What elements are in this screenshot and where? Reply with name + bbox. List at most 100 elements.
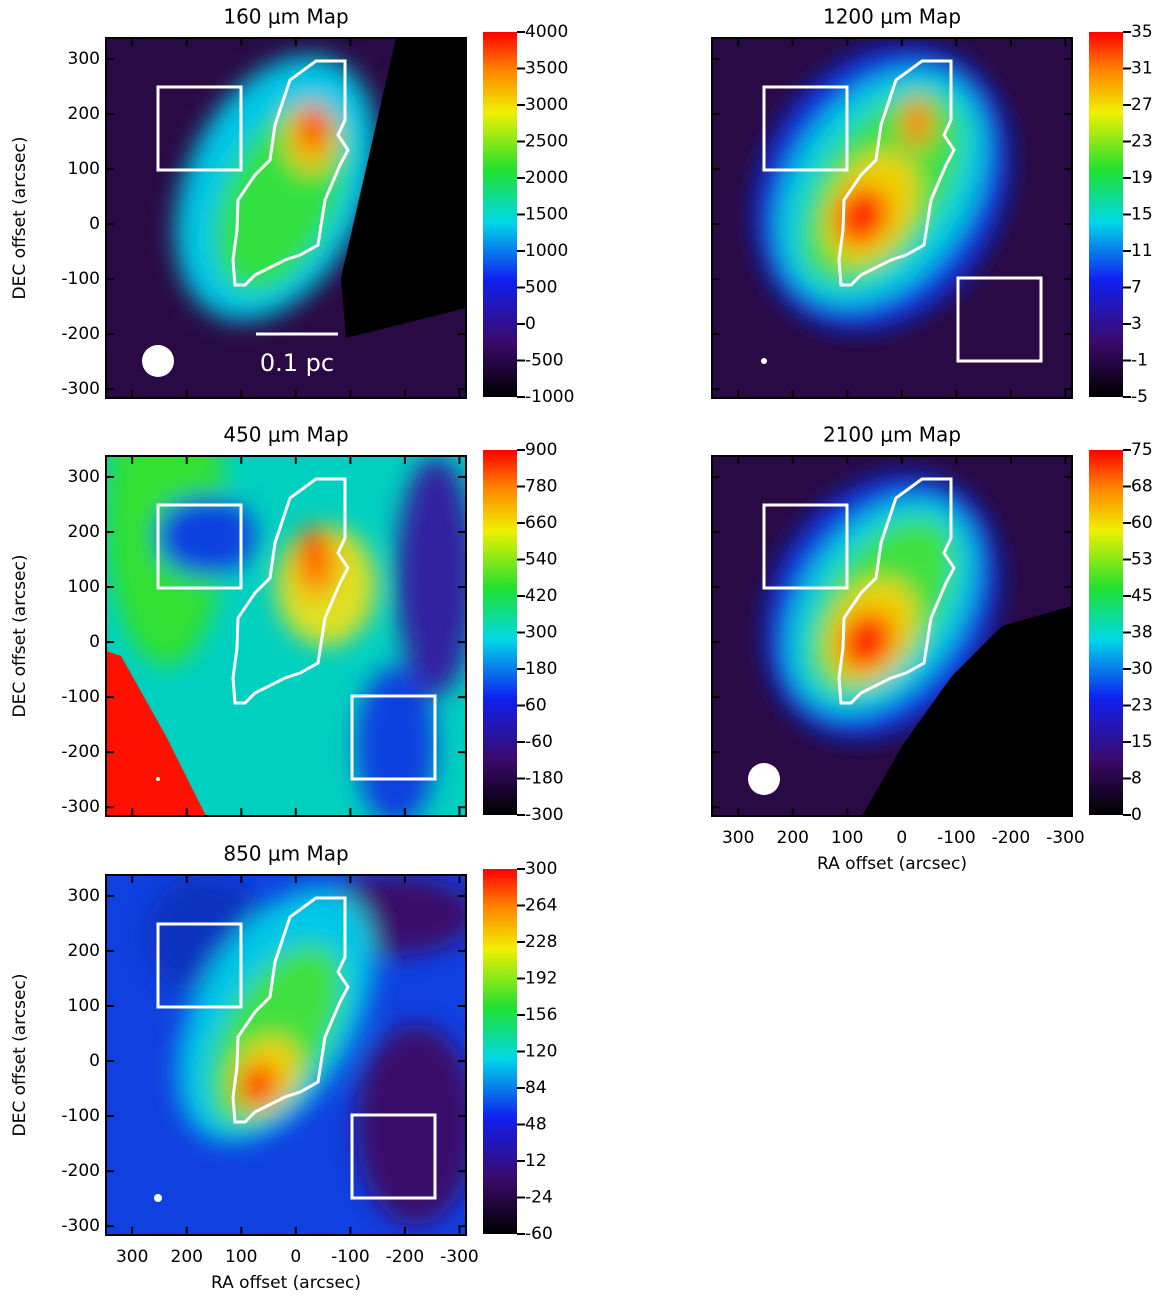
colorbar-tick-label: 15	[1131, 732, 1153, 752]
y-tick-label: 100	[68, 159, 100, 179]
x-axis-label: RA offset (arcsec)	[211, 1273, 361, 1293]
colorbar-tick-label: 15	[1131, 205, 1153, 225]
colorbar-tick-label: -24	[525, 1188, 553, 1208]
x-tick-label: 0	[290, 1247, 301, 1267]
colorbar-tick-label: 660	[525, 513, 557, 533]
colorbar	[1089, 450, 1123, 815]
y-tick-label: -300	[61, 1216, 100, 1236]
x-tick-label: 100	[225, 1247, 257, 1267]
panel-title: 850 μm Map	[223, 842, 348, 866]
colorbar-tick-label: 540	[525, 550, 557, 570]
x-tick-label: -200	[386, 1247, 425, 1267]
colorbar-tick-label: 4000	[525, 22, 568, 42]
y-tick-label: 300	[68, 49, 100, 69]
scale-bar-label: 0.1 pc	[260, 349, 334, 377]
y-tick-label: 200	[68, 104, 100, 124]
map-image	[106, 854, 476, 1235]
colorbar-tick-label: 1000	[525, 241, 568, 261]
map-image	[703, 0, 1072, 398]
colorbar-tick-label: 1500	[525, 205, 568, 225]
colorbar-tick-label: 38	[1131, 623, 1153, 643]
colorbar-tick-label: 3500	[525, 59, 568, 79]
colorbar-tick-label: 11	[1131, 241, 1153, 261]
y-tick-label: 100	[68, 996, 100, 1016]
colorbar	[483, 32, 517, 397]
colorbar-tick-label: 780	[525, 477, 557, 497]
colorbar-tick-label: 3	[1131, 314, 1142, 334]
colorbar-tick-label: -1000	[525, 387, 574, 407]
colorbar-tick-label: 300	[525, 623, 557, 643]
figure: 0.1 pc160 μm Map-300-200-1000100200300DE…	[0, 0, 1174, 1299]
colorbar-tick-label: -1	[1131, 351, 1148, 371]
colorbar-tick-label: 31	[1131, 59, 1153, 79]
x-tick-label: 200	[171, 1247, 203, 1267]
y-axis-label: DEC offset (arcsec)	[10, 137, 30, 300]
map-image	[106, 23, 466, 398]
emission-blob	[356, 1025, 476, 1225]
colorbar-tick-label: 53	[1131, 550, 1153, 570]
colorbar-tick-label: 264	[525, 896, 557, 916]
y-tick-label: -300	[61, 379, 100, 399]
y-tick-label: -100	[61, 269, 100, 289]
colorbar-tick-label: 300	[525, 859, 557, 879]
y-tick-label: -200	[61, 1161, 100, 1181]
colorbar-tick-label: 45	[1131, 586, 1153, 606]
colorbar-tick-label: -500	[525, 351, 564, 371]
emission-blob	[902, 98, 932, 148]
colorbar-tick-label: 12	[525, 1151, 547, 1171]
y-tick-label: -100	[61, 687, 100, 707]
y-axis-label: DEC offset (arcsec)	[10, 555, 30, 718]
beam	[748, 763, 780, 795]
y-tick-label: -300	[61, 797, 100, 817]
colorbar-tick-label: 60	[525, 696, 547, 716]
colorbar-tick-label: 27	[1131, 95, 1153, 115]
y-tick-label: 0	[89, 1051, 100, 1071]
colorbar-tick-label: 420	[525, 586, 557, 606]
colorbar-tick-label: 156	[525, 1005, 557, 1025]
x-tick-label: -100	[937, 828, 976, 848]
x-tick-label: 0	[896, 828, 907, 848]
colorbar-tick-label: 48	[525, 1115, 547, 1135]
colorbar-tick-label: 84	[525, 1078, 547, 1098]
y-tick-label: -200	[61, 742, 100, 762]
panel-title: 450 μm Map	[223, 423, 348, 447]
colorbar-tick-label: 30	[1131, 659, 1153, 679]
colorbar-tick-label: 19	[1131, 168, 1153, 188]
colorbar-tick-label: 23	[1131, 132, 1153, 152]
colorbar-tick-label: 120	[525, 1042, 557, 1062]
colorbar-tick-label: 228	[525, 932, 557, 952]
colorbar-tick-label: 60	[1131, 513, 1153, 533]
x-tick-label: -300	[1046, 828, 1085, 848]
beam	[156, 777, 160, 781]
colorbar-tick-label: 68	[1131, 477, 1153, 497]
colorbar-tick-label: -300	[525, 805, 564, 825]
x-tick-label: 300	[116, 1247, 148, 1267]
colorbar-tick-label: 3000	[525, 95, 568, 115]
colorbar-tick-label: 2000	[525, 168, 568, 188]
colorbar-tick-label: -180	[525, 769, 564, 789]
colorbar-tick-label: 0	[1131, 805, 1142, 825]
beam	[142, 345, 174, 377]
colorbar	[483, 869, 517, 1234]
y-tick-label: 300	[68, 467, 100, 487]
emission-blob	[302, 526, 326, 566]
colorbar-tick-label: -5	[1131, 387, 1148, 407]
x-tick-label: 300	[722, 828, 754, 848]
y-tick-label: 300	[68, 886, 100, 906]
x-tick-label: 200	[777, 828, 809, 848]
colorbar-tick-label: -60	[525, 732, 553, 752]
panel-title: 160 μm Map	[223, 5, 348, 29]
map-image	[712, 430, 1072, 816]
colorbar-tick-label: 180	[525, 659, 557, 679]
colorbar-tick-label: 500	[525, 278, 557, 298]
colorbar-tick-label: 2500	[525, 132, 568, 152]
colorbar-tick-label: 75	[1131, 440, 1153, 460]
y-tick-label: 200	[68, 941, 100, 961]
colorbar	[483, 450, 517, 815]
y-tick-label: -100	[61, 1106, 100, 1126]
colorbar-tick-label: 23	[1131, 696, 1153, 716]
colorbar-tick-label: 8	[1131, 769, 1142, 789]
colorbar-tick-label: 7	[1131, 278, 1142, 298]
x-tick-label: -300	[440, 1247, 479, 1267]
y-tick-label: 0	[89, 214, 100, 234]
